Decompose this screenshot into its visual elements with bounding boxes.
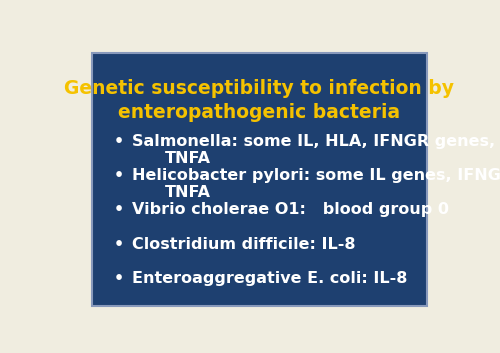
Text: TNFA: TNFA xyxy=(166,185,212,200)
Text: TNFA: TNFA xyxy=(166,150,212,166)
Text: Clostridium difficile: IL-8: Clostridium difficile: IL-8 xyxy=(132,237,356,251)
Text: •: • xyxy=(114,134,124,149)
Text: •: • xyxy=(114,237,124,251)
Text: Genetic susceptibility to infection by
enteropathogenic bacteria: Genetic susceptibility to infection by e… xyxy=(64,78,454,122)
Text: •: • xyxy=(114,168,124,183)
Text: Enteroaggregative E. coli: IL-8: Enteroaggregative E. coli: IL-8 xyxy=(132,271,407,286)
Text: Vibrio cholerae O1:   blood group 0: Vibrio cholerae O1: blood group 0 xyxy=(132,202,449,217)
Text: Helicobacter pylori: some IL genes, IFNGR1,: Helicobacter pylori: some IL genes, IFNG… xyxy=(132,168,500,183)
Text: Salmonella: some IL, HLA, IFNGR genes,: Salmonella: some IL, HLA, IFNGR genes, xyxy=(132,134,495,149)
FancyBboxPatch shape xyxy=(92,53,427,306)
Text: •: • xyxy=(114,202,124,217)
Text: •: • xyxy=(114,271,124,286)
